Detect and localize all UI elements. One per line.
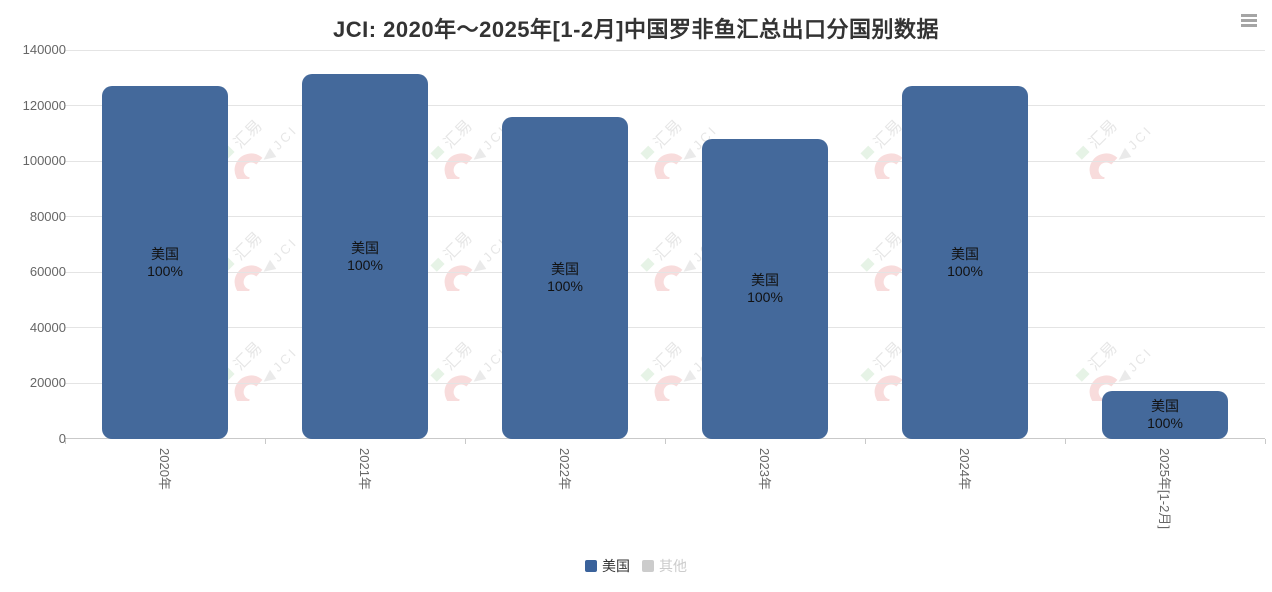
bar-label-percent: 100%: [947, 262, 983, 279]
bar-label-percent: 100%: [747, 289, 783, 305]
y-axis-label: 20000: [29, 375, 66, 391]
x-axis-line: [65, 438, 1265, 439]
x-axis-tick: [865, 439, 866, 444]
gridline: [65, 382, 1265, 384]
bar-label-country: 美国: [951, 245, 979, 262]
gridline: [65, 105, 1265, 107]
hamburger-icon: [1241, 13, 1257, 27]
gridline: [65, 49, 1265, 51]
legend-item-美国[interactable]: 美国: [585, 556, 630, 576]
bar-data-label: 美国 100%: [1147, 398, 1183, 432]
bar-label-percent: 100%: [347, 256, 383, 273]
chart-title: JCI: 2020年～2025年[1-2月]中国罗非鱼汇总出口分国别数据: [332, 17, 939, 42]
x-axis-label-2023年: 2023年: [757, 448, 772, 490]
x-axis-tick: [465, 439, 466, 444]
bar-label-percent: 100%: [547, 278, 583, 294]
x-axis-tick: [1065, 439, 1066, 444]
x-axis-label-2025年[1-2月]: 2025年[1-2月]: [1157, 448, 1172, 529]
y-axis-label: 0: [58, 431, 66, 446]
export-menu-button[interactable]: [1236, 4, 1262, 30]
bar-2024年[interactable]: 美国 100%: [902, 86, 1028, 439]
x-axis-label-2024年: 2024年: [957, 448, 972, 490]
x-axis-label-2022年: 2022年: [557, 448, 572, 490]
y-axis-label: 80000: [29, 208, 66, 224]
bar-2023年[interactable]: 美国 100%: [702, 139, 828, 439]
legend: 美国 其他: [0, 556, 1272, 576]
bar-label-percent: 100%: [147, 262, 183, 279]
bar-label-country: 美国: [151, 245, 179, 262]
bar-data-label: 美国 100%: [747, 272, 783, 306]
gridline: [65, 160, 1265, 162]
gridline: [65, 327, 1265, 329]
gridline: [65, 271, 1265, 273]
y-axis-label: 60000: [29, 264, 66, 280]
x-axis-tick: [65, 439, 66, 444]
y-axis-label: 40000: [29, 319, 66, 335]
bar-data-label: 美国 100%: [547, 261, 583, 295]
legend-item-其他[interactable]: 其他: [642, 556, 687, 576]
bar-2025年[1-2月][interactable]: 美国 100%: [1102, 391, 1228, 439]
x-axis-tick: [665, 439, 666, 444]
legend-marker: [585, 560, 597, 572]
bar-label-country: 美国: [751, 272, 779, 288]
x-axis-tick: [265, 439, 266, 444]
x-axis-label-2021年: 2021年: [357, 448, 372, 490]
legend-label: 其他: [659, 558, 687, 574]
y-axis-label: 120000: [22, 97, 66, 113]
bar-data-label: 美国 100%: [147, 246, 183, 280]
legend-marker: [642, 560, 654, 572]
bar-2022年[interactable]: 美国 100%: [502, 117, 628, 439]
bar-2021年[interactable]: 美国 100%: [302, 74, 428, 439]
bar-label-country: 美国: [1151, 398, 1179, 414]
y-axis-label: 140000: [22, 42, 66, 57]
bar-label-percent: 100%: [1147, 415, 1183, 431]
gridline: [65, 216, 1265, 218]
plot-area: 美国 100% 美国 100% 美国 100% 美国 100% 美国 100% 美国 100%: [65, 49, 1265, 439]
y-axis-label: 100000: [22, 153, 66, 169]
bar-data-label: 美国 100%: [347, 240, 383, 274]
x-axis-tick: [1265, 439, 1266, 444]
bar-data-label: 美国 100%: [947, 246, 983, 280]
x-axis-label-2020年: 2020年: [157, 448, 172, 490]
bar-label-country: 美国: [351, 239, 379, 256]
bar-2020年[interactable]: 美国 100%: [102, 86, 228, 439]
legend-label: 美国: [602, 558, 630, 574]
bar-label-country: 美国: [551, 261, 579, 277]
